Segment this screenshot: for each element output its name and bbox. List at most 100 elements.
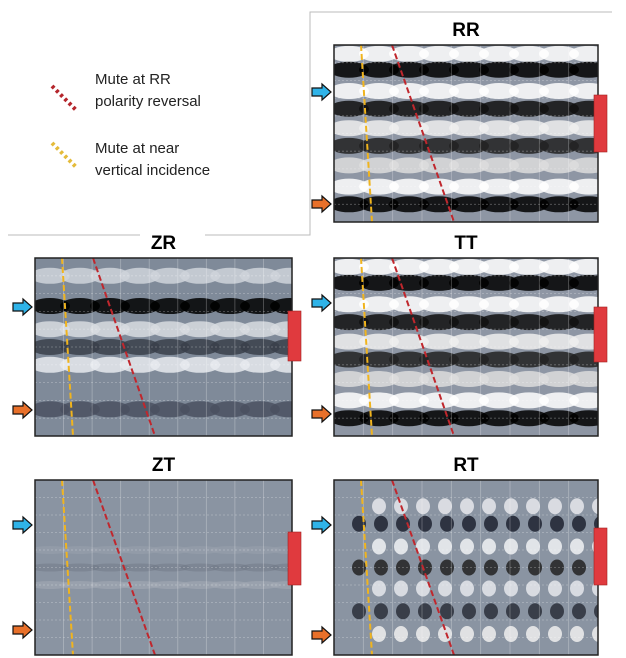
wavelet-band xyxy=(334,83,369,100)
wavelet-band xyxy=(419,45,459,62)
wavelet-band xyxy=(569,45,598,62)
wavelet-band xyxy=(548,498,562,515)
wavelet-band xyxy=(270,401,292,418)
wavelet-band xyxy=(394,538,408,555)
wavelet-band xyxy=(462,559,476,576)
wavelet-band xyxy=(150,401,190,418)
wavelet-band xyxy=(509,196,549,213)
wavelet-band xyxy=(509,274,549,291)
wavelet-band xyxy=(449,120,489,137)
red-marker xyxy=(287,310,302,362)
wavelet-band xyxy=(440,515,454,532)
wavelet-band xyxy=(528,603,542,620)
wavelet-band xyxy=(526,498,540,515)
wavelet-band xyxy=(479,120,519,137)
wavelet-band xyxy=(419,157,459,174)
wavelet-band xyxy=(539,137,579,154)
legend-text: Mute at near xyxy=(95,140,179,157)
wavelet-band xyxy=(479,258,519,275)
arrow xyxy=(311,404,332,424)
panel-image xyxy=(334,258,598,436)
wavelet-band xyxy=(374,603,388,620)
arrow xyxy=(311,515,332,535)
wavelet-band xyxy=(389,258,429,275)
wavelet-band xyxy=(462,515,476,532)
arrow xyxy=(12,515,33,535)
wavelet-band xyxy=(120,546,160,554)
wavelet-band xyxy=(210,581,250,589)
wavelet-band xyxy=(509,258,549,275)
panel-title: RR xyxy=(452,20,480,41)
wavelet-band xyxy=(35,339,70,355)
wavelet-band xyxy=(449,333,489,350)
wavelet-band xyxy=(449,157,489,174)
mute-rr-reversal xyxy=(391,45,455,222)
wavelet-band xyxy=(150,267,190,284)
wavelet-band xyxy=(482,626,496,642)
wavelet-band xyxy=(418,559,432,576)
wavelet-band xyxy=(460,498,474,515)
wavelet-band xyxy=(270,339,292,355)
red-marker xyxy=(593,306,608,363)
wavelet-band xyxy=(150,298,190,315)
wavelet-band xyxy=(479,296,519,313)
wavelet-band xyxy=(569,61,598,78)
wavelet-band xyxy=(389,196,429,213)
wavelet-band xyxy=(150,563,190,572)
wavelet-band xyxy=(60,298,100,315)
wavelet-band xyxy=(449,178,489,195)
wavelet-band xyxy=(550,603,564,620)
wavelet-band xyxy=(509,157,549,174)
wavelet-band xyxy=(550,559,564,576)
wavelet-band xyxy=(592,498,598,515)
wavelet-band xyxy=(449,296,489,313)
wavelet-band xyxy=(509,61,549,78)
wavelet-band xyxy=(180,563,220,572)
wavelet-band xyxy=(334,45,369,62)
wavelet-band xyxy=(372,580,386,597)
wavelet-band xyxy=(504,580,518,597)
wavelet-band xyxy=(509,45,549,62)
wavelet-band xyxy=(180,298,220,315)
legend-frame xyxy=(8,11,612,236)
wavelet-band xyxy=(419,120,459,137)
wavelet-band xyxy=(334,410,369,427)
red-marker xyxy=(287,531,302,586)
wavelet-band xyxy=(438,580,452,597)
wavelet-band xyxy=(438,538,452,555)
wavelet-band xyxy=(509,296,549,313)
wavelet-band xyxy=(419,392,459,409)
wavelet-band xyxy=(372,538,386,555)
wavelet-band xyxy=(419,178,459,195)
panel: ZR xyxy=(12,233,302,437)
wavelet-band xyxy=(509,100,549,117)
wavelet-band xyxy=(438,498,452,515)
wavelet-band xyxy=(210,401,250,418)
wavelet-band xyxy=(479,61,519,78)
wavelet-band xyxy=(570,498,584,515)
wavelet-band xyxy=(509,178,549,195)
wavelet-band xyxy=(572,559,586,576)
wavelet-band xyxy=(210,563,250,572)
wavelet-band xyxy=(240,298,280,315)
mute-rr-reversal xyxy=(92,258,156,436)
wavelet-band xyxy=(569,410,598,427)
wavelet-band xyxy=(60,546,100,554)
wavelet-band xyxy=(569,100,598,117)
wavelet-band xyxy=(180,581,220,589)
wavelet-band xyxy=(479,351,519,368)
wavelet-band xyxy=(416,498,430,515)
wavelet-band xyxy=(506,603,520,620)
panel: RT xyxy=(311,455,608,656)
wavelet-band xyxy=(240,356,280,373)
wavelet-band xyxy=(334,196,369,213)
wavelet-band xyxy=(484,515,498,532)
wavelet-band xyxy=(479,100,519,117)
wavelet-band xyxy=(389,137,429,154)
wavelet-band xyxy=(419,274,459,291)
panel-image xyxy=(35,480,292,655)
wavelet-band xyxy=(479,178,519,195)
wavelet-band xyxy=(270,546,292,554)
wavelet-band xyxy=(449,45,489,62)
wavelet-band xyxy=(270,321,292,338)
